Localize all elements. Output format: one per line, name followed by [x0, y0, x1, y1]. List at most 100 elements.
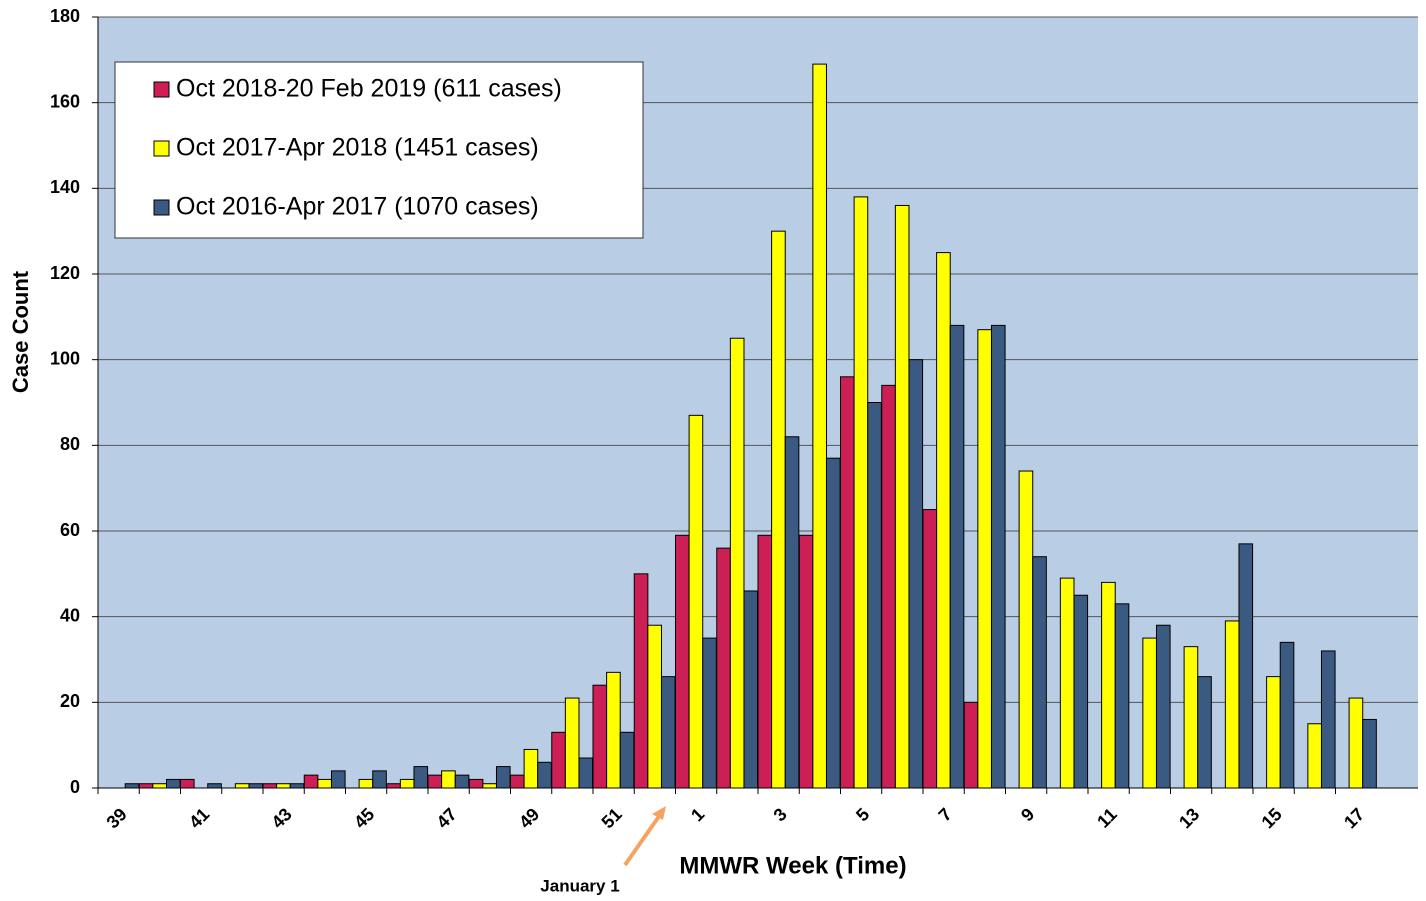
bar [386, 783, 401, 789]
bar [441, 770, 456, 789]
bar [729, 337, 745, 789]
bar [688, 414, 704, 789]
bar [1266, 676, 1281, 789]
legend-label: Oct 2016-Apr 2017 (1070 cases) [176, 193, 539, 221]
y-tick-label: 100 [50, 348, 80, 368]
bar [963, 701, 979, 789]
bar [1197, 676, 1212, 789]
bar [138, 783, 154, 789]
x-tick-label: 51 [598, 804, 626, 832]
annotation-arrow [623, 810, 664, 867]
bar [495, 766, 511, 789]
bar [1348, 697, 1364, 789]
bar [1018, 470, 1034, 789]
legend-swatch [153, 199, 170, 216]
bar [757, 534, 773, 789]
y-tick-label: 180 [50, 6, 80, 26]
bar [564, 697, 580, 789]
bar [234, 783, 250, 789]
bar [647, 624, 662, 789]
bar [881, 384, 896, 789]
bar [303, 774, 319, 789]
y-tick-label: 60 [60, 520, 80, 540]
x-tick-label: 17 [1340, 804, 1368, 832]
y-tick-label: 120 [50, 263, 80, 283]
bar [330, 770, 346, 789]
bar [812, 63, 827, 789]
bar [468, 778, 484, 789]
bar [510, 774, 525, 789]
bar [317, 778, 332, 789]
bar [784, 436, 800, 789]
bar [262, 783, 278, 789]
x-tick-label: 43 [268, 804, 296, 832]
bar [825, 457, 841, 789]
bar [482, 783, 497, 789]
legend-label: Oct 2017-Apr 2018 (1451 cases) [176, 134, 539, 162]
x-tick-label: 3 [770, 804, 791, 825]
bar [578, 757, 594, 789]
bar [908, 359, 924, 789]
bar [1059, 577, 1075, 789]
bar [1238, 543, 1254, 789]
bar [867, 402, 882, 789]
x-tick-label: 15 [1258, 804, 1286, 832]
bar [675, 534, 690, 789]
bar [537, 761, 552, 789]
x-tick-label: 41 [185, 804, 213, 832]
y-axis-label: Case Count [8, 270, 33, 393]
bar [1307, 723, 1322, 789]
bar [633, 573, 649, 789]
y-tick-label: 160 [50, 91, 80, 111]
bar [743, 590, 759, 789]
y-tick-label: 0 [70, 777, 80, 797]
y-tick-label: 80 [60, 434, 80, 454]
bar [922, 509, 938, 789]
legend-box [114, 61, 644, 239]
bar [853, 196, 869, 789]
x-tick-label: 39 [103, 804, 131, 832]
y-tick-label: 140 [50, 177, 80, 197]
bar [358, 778, 374, 789]
bar [248, 783, 264, 789]
bar [1114, 603, 1130, 789]
bar [894, 204, 910, 789]
bar [936, 252, 951, 789]
x-tick-label: 5 [852, 804, 873, 825]
bar [619, 731, 635, 789]
y-tick-label: 20 [60, 691, 80, 711]
bar [124, 783, 140, 789]
bar [276, 783, 291, 789]
legend-swatch [153, 81, 170, 98]
legend-label: Oct 2018-20 Feb 2019 (611 cases) [176, 75, 562, 103]
bar [207, 783, 222, 789]
bar [716, 547, 731, 789]
bar [551, 731, 566, 789]
bar [771, 230, 786, 789]
x-axis-label: MMWR Week (Time) [679, 852, 906, 879]
x-tick-label: 11 [1093, 804, 1121, 832]
bar [660, 676, 676, 789]
bar [427, 774, 443, 789]
bar [399, 778, 415, 789]
bar [413, 766, 429, 789]
x-tick-label: 47 [433, 804, 461, 832]
y-tick-label: 40 [60, 605, 80, 625]
annotation-arrowhead [652, 806, 666, 820]
bar [1073, 594, 1089, 789]
bar [1155, 624, 1171, 789]
bar [798, 534, 814, 789]
annotation: January 1 [540, 876, 619, 895]
bar [1142, 637, 1157, 789]
x-tick-label: 7 [935, 804, 956, 825]
bar [1101, 581, 1116, 789]
x-tick-label: 13 [1175, 804, 1203, 832]
bar [606, 671, 621, 789]
bar [152, 783, 167, 789]
bar [180, 778, 195, 789]
bar [977, 329, 992, 789]
bar [1224, 620, 1240, 789]
bar [165, 778, 181, 789]
bar [454, 774, 470, 789]
